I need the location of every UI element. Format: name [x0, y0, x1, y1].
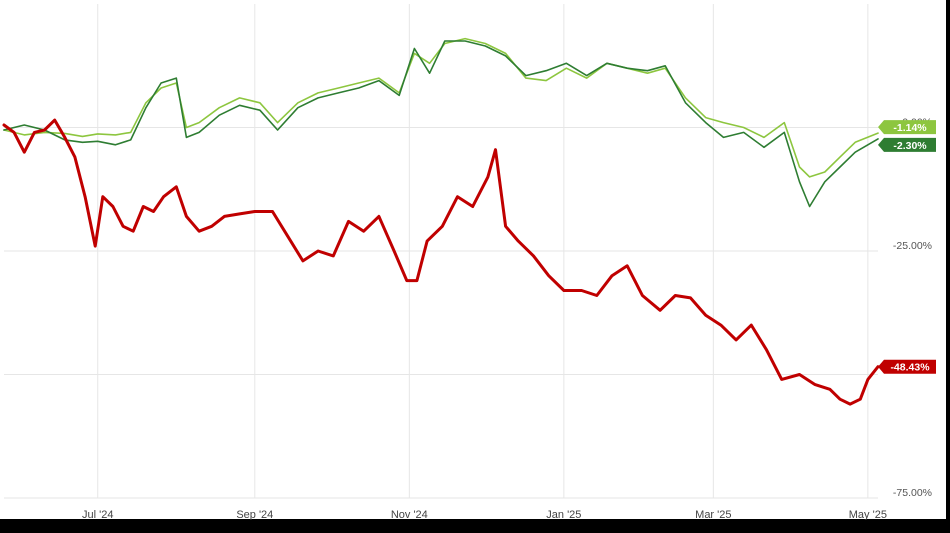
- x-tick-label: May '25: [849, 509, 887, 520]
- x-axis-ticks: Jul '24 Sep '24 Nov '24 Jan '25 Mar '25 May '…: [82, 509, 887, 520]
- x-tick-label: Jul '24: [82, 509, 113, 520]
- x-tick-label: Jan '25: [546, 509, 581, 520]
- end-label-badge: [878, 359, 936, 374]
- bottom-border: [0, 519, 950, 533]
- series-line: [3, 40, 879, 208]
- x-tick-label: Sep '24: [236, 509, 273, 520]
- y-tick-label: -75.00%: [893, 487, 932, 499]
- x-tick-label: Nov '24: [391, 509, 428, 520]
- end-label-badge: [878, 120, 936, 135]
- series-line: [2, 118, 880, 406]
- end-label-text: -1.14%: [893, 122, 927, 134]
- series-lines: [2, 37, 880, 406]
- end-label-badge: [878, 137, 936, 152]
- line-chart: Jul '24 Sep '24 Nov '24 Jan '25 Mar '25 May '…: [2, 4, 936, 520]
- end-labels: -1.14% -2.30% -48.43%: [878, 120, 936, 374]
- gridlines: [4, 4, 878, 499]
- y-tick-label: -25.00%: [893, 240, 932, 252]
- end-label-text: -2.30%: [893, 140, 927, 152]
- right-border: [946, 0, 950, 520]
- end-label-text: -48.43%: [890, 362, 930, 374]
- x-tick-label: Mar '25: [695, 509, 731, 520]
- series-line: [3, 37, 879, 178]
- y-axis-ticks: 0.00%-25.00%-75.00%: [893, 117, 932, 500]
